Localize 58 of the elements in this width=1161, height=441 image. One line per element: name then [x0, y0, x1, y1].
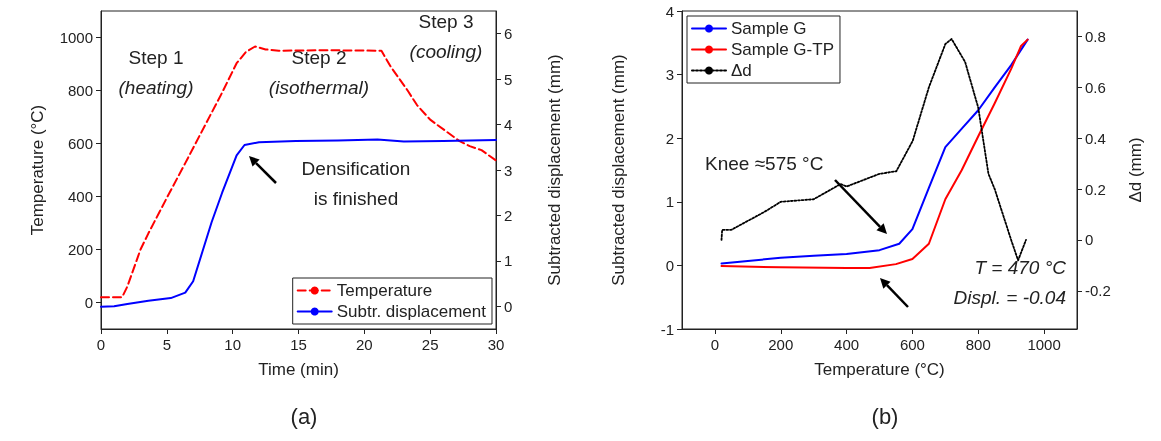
x-tick-label: 25	[421, 336, 439, 353]
annotation: Step 1 (heating)	[118, 46, 194, 98]
legend-label: Temperature	[336, 281, 433, 300]
y-tick-label: 600	[67, 135, 93, 152]
legend-label: Δd	[731, 61, 752, 80]
y2-tick-label: 0	[504, 297, 513, 315]
legend-label: Sample G-TP	[731, 40, 834, 59]
y-axis-title: Temperature (°C)	[28, 104, 47, 236]
line-series	[100, 45, 497, 299]
annotation: Knee ≈575 °C	[705, 152, 824, 174]
annotation: Densification is finished	[301, 157, 411, 209]
x-tick-label: 600	[899, 336, 925, 353]
legend-label: Sample G	[731, 19, 807, 38]
y-tick-label: 3	[665, 66, 674, 84]
x-tick-label: 200	[768, 336, 794, 353]
y-tick-label: 2	[665, 129, 674, 147]
x-tick-label: 10	[224, 336, 242, 353]
y-tick-label: 1000	[59, 29, 93, 46]
y2-axis-title: Subtracted displacement (mm)	[545, 54, 564, 286]
y2-tick-label: 2	[504, 206, 513, 224]
y2-tick-label: -0.2	[1085, 282, 1111, 300]
x-tick-label: 15	[290, 336, 307, 353]
y2-tick-label: 4	[504, 116, 513, 134]
y-tick-label: -1	[660, 320, 674, 338]
legend-label: Subtr. displacement	[336, 302, 487, 321]
x-tick-label: 30	[487, 336, 505, 353]
y-tick-label: 0	[84, 294, 93, 311]
y2-tick-label: 1	[504, 252, 513, 270]
y2-tick-label: 0.8	[1085, 27, 1106, 45]
y2-tick-label: 0	[1085, 231, 1094, 249]
y2-tick-label: 0.6	[1085, 78, 1106, 96]
x-tick-label: 5	[162, 336, 172, 353]
x-axis-title: Temperature (°C)	[814, 360, 945, 379]
y-axis-title: Subtracted displacement (mm)	[609, 54, 628, 286]
text: (a)	[290, 403, 318, 429]
x-axis-title: Time (min)	[258, 360, 339, 379]
annotation: Step 3 (cooling)	[409, 10, 483, 62]
y-tick-label: 400	[67, 188, 93, 205]
y-tick-label: 1	[665, 193, 674, 211]
y2-tick-label: 5	[504, 70, 513, 88]
y-tick-label: 4	[665, 2, 674, 20]
text: (b)	[871, 403, 899, 429]
y2-axis-title: Δd (mm)	[1126, 137, 1145, 203]
y-tick-label: 0	[665, 256, 674, 274]
x-tick-label: 1000	[1027, 336, 1061, 353]
y2-tick-label: 6	[504, 25, 513, 43]
annotation: T = 470 °C Displ. = -0.04	[953, 256, 1067, 308]
x-tick-label: 0	[96, 336, 106, 353]
annotation: Step 2 (isothermal)	[268, 46, 370, 98]
y-tick-label: 200	[67, 241, 93, 258]
x-tick-label: 0	[710, 336, 720, 353]
x-tick-label: 800	[965, 336, 991, 353]
y2-tick-label: 3	[504, 161, 513, 179]
y2-tick-label: 0.4	[1085, 129, 1106, 147]
y-tick-label: 800	[67, 82, 93, 99]
x-tick-label: 400	[834, 336, 860, 353]
x-tick-label: 20	[355, 336, 373, 353]
y2-tick-label: 0.2	[1085, 180, 1106, 198]
